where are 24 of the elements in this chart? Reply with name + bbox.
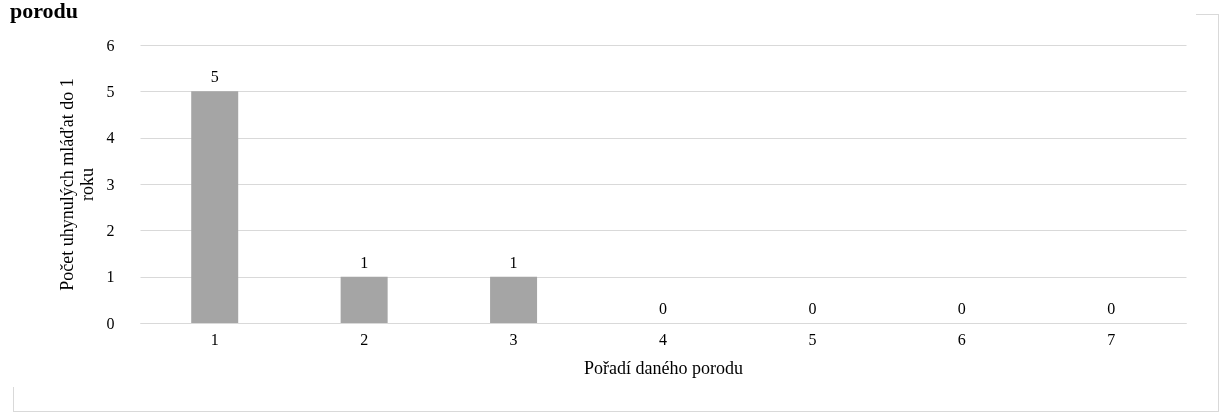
x-tick-label: 1 <box>210 330 219 348</box>
data-label: 1 <box>360 253 369 271</box>
data-label: 5 <box>210 68 219 86</box>
x-tick-label: 7 <box>1107 330 1116 348</box>
x-axis-title: Pořadí daného porodu <box>584 357 743 378</box>
x-tick-label: 2 <box>360 330 369 348</box>
y-tick-label: 5 <box>106 82 115 100</box>
y-tick-label: 1 <box>106 268 115 286</box>
y-tick-label: 4 <box>106 129 115 147</box>
x-tick-label: 5 <box>808 330 817 348</box>
y-tick-label: 0 <box>106 314 115 332</box>
x-tick-label: 3 <box>509 330 518 348</box>
data-label: 1 <box>509 253 518 271</box>
x-tick-label: 6 <box>957 330 966 348</box>
x-tick-label: 4 <box>659 330 667 348</box>
data-label: 0 <box>808 300 817 317</box>
data-label: 0 <box>1107 300 1116 317</box>
y-axis-title: Počet uhynulých mláďat do 1 roku <box>56 78 97 291</box>
y-tick-label: 2 <box>106 221 115 239</box>
data-label: 0 <box>957 300 966 317</box>
chart-title: porodu <box>10 0 79 23</box>
y-tick-label: 6 <box>106 36 115 54</box>
y-tick-label: 3 <box>106 175 115 193</box>
data-label: 0 <box>659 300 667 317</box>
